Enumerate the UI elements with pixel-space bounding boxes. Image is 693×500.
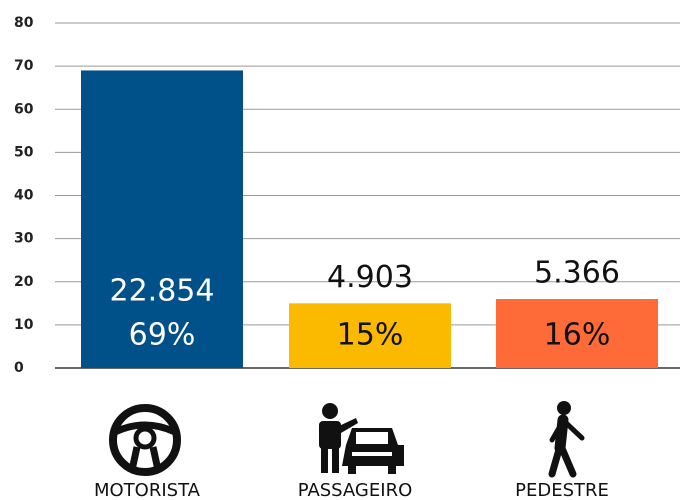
icon-pedestrian: [548, 401, 585, 478]
bar: [81, 70, 243, 368]
y-tick-label: 50: [14, 144, 34, 160]
y-tick-label: 40: [14, 188, 34, 204]
value-label: 69%: [129, 318, 196, 353]
x-tick-label: MOTORISTA: [94, 480, 201, 500]
count-label: 4.903: [327, 260, 413, 295]
y-tick-label: 20: [14, 274, 34, 290]
y-tick-label: 70: [14, 58, 34, 74]
bar: [496, 299, 658, 368]
y-tick-label: 80: [14, 15, 34, 31]
x-tick-label: PEDESTRE: [515, 480, 609, 500]
y-tick-label: 30: [14, 231, 34, 247]
icon-steering-wheel: [109, 404, 181, 476]
y-tick-label: 60: [14, 101, 34, 117]
x-tick-label: PASSAGEIRO: [298, 480, 413, 500]
value-label: 16%: [544, 318, 611, 353]
icon-passenger: [319, 403, 404, 474]
count-label: 22.854: [110, 274, 215, 309]
y-tick-label: 10: [14, 317, 34, 333]
count-label: 5.366: [534, 256, 620, 291]
y-tick-label: 0: [14, 360, 24, 376]
value-label: 15%: [337, 318, 404, 353]
bar: [289, 303, 451, 368]
